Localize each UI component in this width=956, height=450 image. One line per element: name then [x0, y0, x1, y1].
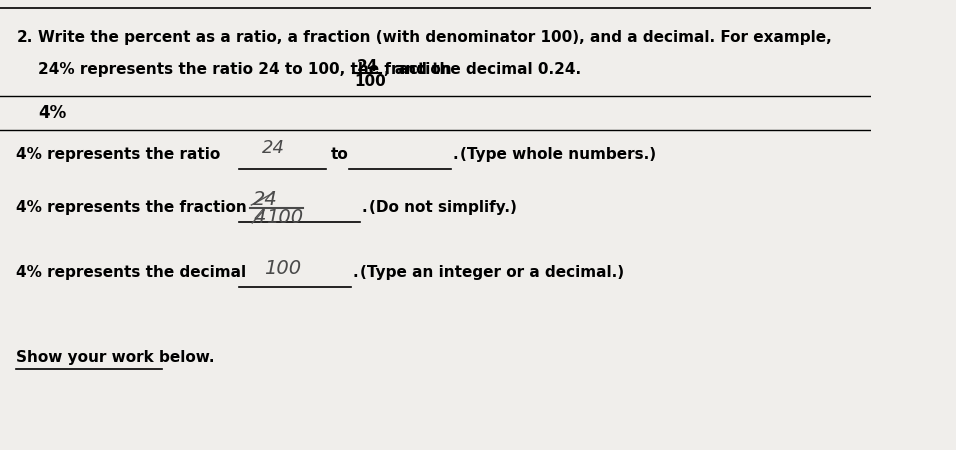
Text: 2.: 2. — [16, 30, 33, 45]
Text: .: . — [361, 200, 367, 215]
Text: 24: 24 — [357, 59, 379, 74]
Text: to: to — [331, 147, 348, 162]
Text: 24: 24 — [262, 139, 285, 157]
Text: 24: 24 — [253, 190, 278, 209]
Text: (Type an integer or a decimal.): (Type an integer or a decimal.) — [359, 265, 624, 280]
Text: .: . — [452, 147, 458, 162]
Text: 24% represents the ratio 24 to 100, the fraction: 24% represents the ratio 24 to 100, the … — [38, 62, 457, 77]
Text: 100: 100 — [264, 259, 301, 278]
Text: (Type whole numbers.): (Type whole numbers.) — [460, 147, 656, 162]
Text: , and the decimal 0.24.: , and the decimal 0.24. — [384, 62, 581, 77]
Text: 100: 100 — [355, 74, 386, 89]
Text: 4% represents the decimal: 4% represents the decimal — [16, 265, 247, 280]
Text: 4% represents the fraction: 4% represents the fraction — [16, 200, 248, 215]
Text: 100: 100 — [266, 208, 303, 227]
Text: 4%: 4% — [38, 104, 67, 122]
Text: Show your work below.: Show your work below. — [16, 350, 215, 365]
Text: Write the percent as a ratio, a fraction (with denominator 100), and a decimal. : Write the percent as a ratio, a fraction… — [38, 30, 832, 45]
Text: .: . — [353, 265, 358, 280]
Text: 4: 4 — [253, 208, 266, 227]
Text: (Do not simplify.): (Do not simplify.) — [369, 200, 516, 215]
Text: 4% represents the ratio: 4% represents the ratio — [16, 147, 221, 162]
